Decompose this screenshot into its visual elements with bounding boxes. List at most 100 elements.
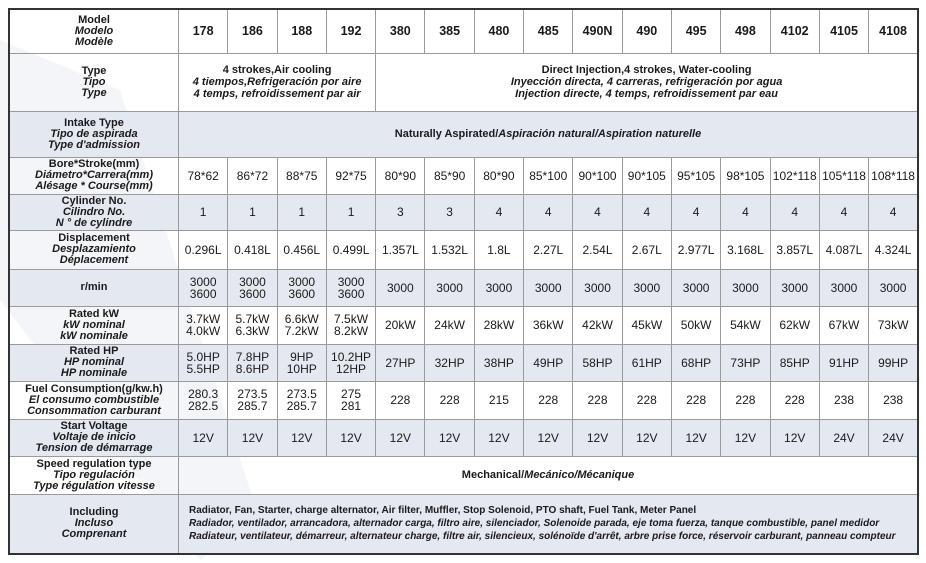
row-label-line: El consumo combustible — [28, 393, 160, 406]
spec-value: 4 — [769, 193, 820, 231]
spec-value: 4 — [818, 193, 870, 231]
spec-value: 0.296L — [177, 229, 229, 270]
spec-value: 228 — [670, 380, 722, 420]
spec-value: 228 — [375, 380, 426, 420]
spec-value: 0.456L — [276, 229, 327, 270]
spec-value: 3000 3600 — [177, 268, 229, 307]
spec-value: 3000 — [523, 268, 574, 307]
model-header-cell: 188 — [276, 8, 327, 54]
model-header-cell: 385 — [424, 8, 475, 54]
type-line: Inyección directa, 4 carreras, refrigera… — [510, 76, 783, 88]
row-label-line: Alésage * Course(mm) — [35, 180, 153, 192]
row-label-line: Cylinder No. — [61, 194, 127, 207]
including-line: Radiador, ventilador, arrancadora, alter… — [189, 518, 880, 530]
spec-value: 1 — [276, 193, 327, 231]
spec-row: Rated kW kW nominal kW nominale 3.7kW 4.0kW 5… — [8, 305, 919, 345]
spec-value: 5.7kW 6.3kW — [227, 305, 278, 345]
model-header-cell: 498 — [720, 8, 771, 54]
spec-value: 73HP — [720, 343, 771, 382]
spec-value: 24V — [868, 418, 919, 457]
spec-value: 0.418L — [227, 229, 278, 270]
spec-value-line: 3000 — [288, 274, 316, 289]
spec-value: 12V — [621, 418, 672, 457]
spec-value-line: 281 — [341, 399, 362, 413]
spec-value-line: 6.6kW — [284, 312, 319, 326]
spec-value: 12V — [473, 418, 525, 457]
row-label-line: Including — [69, 506, 119, 519]
spec-value: 3000 3600 — [325, 268, 377, 307]
spec-value: 62kW — [769, 305, 820, 345]
spec-value: 68HP — [670, 343, 722, 382]
including-line: Radiator, Fan, Starter, charge alternato… — [189, 505, 697, 517]
spec-value: 95*105 — [670, 156, 722, 195]
spec-value: 6.6kW 7.2kW — [276, 305, 327, 345]
including-row: Including Incluso Comprenant Radiator, Fan,… — [8, 493, 919, 555]
row-label: Rated HP HP nominal HP nominale — [8, 343, 179, 382]
row-label: r/min — [8, 268, 179, 307]
row-label-line: Type d'admission — [47, 138, 141, 151]
spec-value: 108*118 — [868, 156, 919, 195]
row-label-line: HP nominal — [63, 356, 125, 368]
spec-value: 3000 — [720, 268, 771, 307]
speed-value_es: Mecánico/ — [524, 469, 578, 481]
row-label-line: Rated kW — [68, 307, 120, 320]
row-label-line: kW nominale — [60, 329, 128, 342]
spec-value: 3.168L — [720, 229, 771, 270]
spec-value: 80*90 — [473, 156, 525, 195]
row-label-line: N ° de cylindre — [55, 216, 133, 229]
row-label-line: kW nominal — [63, 318, 125, 331]
type-line: Injection directe, 4 temps, refroidissem… — [515, 88, 779, 100]
spec-value: 24V — [818, 418, 870, 457]
type-water-cell: Direct Injection,4 strokes, Water-coolin… — [375, 52, 919, 112]
spec-value-line: 282.5 — [188, 399, 219, 413]
spec-value-line: 4.0kW — [186, 324, 221, 338]
type-row: Type Tipo Type 4 strokes,Air cooling 4 tiemp… — [8, 52, 919, 112]
spec-value: 12V — [375, 418, 426, 457]
spec-value-line: 9HP — [290, 349, 314, 364]
type-line: 4 strokes,Air cooling — [222, 64, 332, 76]
spec-value-line: 5.0HP — [186, 349, 220, 364]
spec-value: 73kW — [868, 305, 919, 345]
spec-row: Bore*Stroke(mm) Diámetro*Carrera(mm) Alésa… — [8, 156, 919, 195]
model-header-cell: 186 — [227, 8, 278, 54]
spec-row: Rated HP HP nominal HP nominale 5.0HP 5.5HP 7… — [8, 343, 919, 382]
speed-value_en: Mechanical/ — [461, 469, 525, 481]
spec-value: 45kW — [621, 305, 672, 345]
spec-value: 7.8HP 8.6HP — [227, 343, 278, 382]
spec-value: 49HP — [523, 343, 574, 382]
spec-value: 273.5 285.7 — [227, 380, 278, 420]
spec-value: 1.357L — [375, 229, 426, 270]
spec-value: 12V — [227, 418, 278, 457]
type-air-cell: 4 strokes,Air cooling 4 tiempos,Refrigera… — [177, 52, 377, 112]
row-label-line: Tension de démarrage — [35, 442, 153, 454]
spec-value: 3000 — [670, 268, 722, 307]
spec-value: 99HP — [868, 343, 919, 382]
spec-value: 3000 — [473, 268, 525, 307]
row-label-line: Tipo regulación — [53, 468, 135, 481]
spec-value: 238 — [868, 380, 919, 420]
spec-value: 3000 — [818, 268, 870, 307]
spec-value-line: 10HP — [286, 361, 317, 376]
spec-value: 12V — [276, 418, 327, 457]
spec-row: Fuel Consumption(g/kw.h) El consumo combu… — [8, 380, 919, 420]
row-label-line: Tipo — [82, 75, 106, 88]
spec-value: 90*100 — [572, 156, 623, 195]
spec-value: 3000 3600 — [276, 268, 327, 307]
spec-value: 12V — [572, 418, 623, 457]
row-label: Fuel Consumption(g/kw.h) El consumo combu… — [8, 380, 179, 420]
spec-value: 2.67L — [621, 229, 672, 270]
spec-value: 54kW — [720, 305, 771, 345]
spec-value: 3000 — [375, 268, 426, 307]
model-header-cell: 490 — [621, 8, 672, 54]
row-label-line: Type — [81, 64, 107, 77]
spec-value: 228 — [621, 380, 672, 420]
spec-value: 4 — [523, 193, 574, 231]
spec-value: 4 — [621, 193, 672, 231]
spec-value-line: 5.5HP — [186, 361, 220, 376]
spec-value: 2.977L — [670, 229, 722, 270]
spec-value-line: 8.6HP — [235, 361, 270, 376]
spec-value: 1 — [325, 193, 377, 231]
type-line: 4 tiempos,Refrigeración por aire — [192, 76, 362, 88]
spec-value: 1 — [227, 193, 278, 231]
spec-value: 228 — [720, 380, 771, 420]
